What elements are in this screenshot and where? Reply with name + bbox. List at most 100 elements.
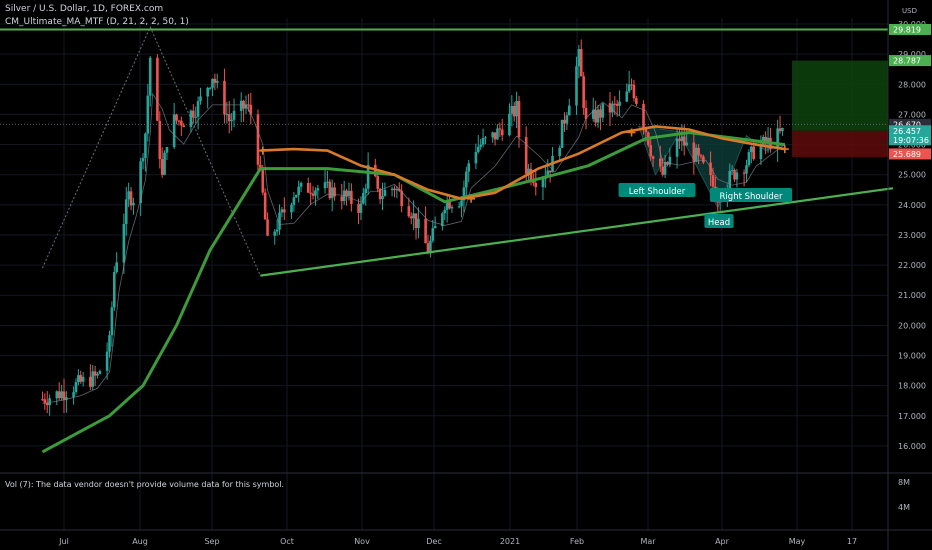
candle-body [496, 128, 499, 140]
price-marker [889, 55, 931, 67]
candle-body [441, 213, 444, 227]
candle-body [627, 84, 631, 92]
candle-body [124, 199, 128, 225]
candle-body [266, 219, 269, 236]
candle-body [306, 182, 310, 193]
indicator-lines [0, 28, 894, 454]
candle-body [493, 132, 497, 140]
candle-body [57, 391, 61, 399]
candle-body [211, 78, 214, 88]
candle-body [412, 213, 415, 219]
candle-body [675, 138, 679, 157]
candle-body [733, 169, 736, 180]
volume-tick-label: 4M [898, 503, 910, 512]
candle-body [424, 218, 427, 244]
candle-body [60, 391, 63, 399]
candle-body [407, 206, 411, 217]
candle-body [77, 375, 80, 383]
candle-body [414, 213, 418, 229]
candle-body [548, 170, 552, 173]
candle-body [314, 190, 317, 196]
candle-body [759, 144, 763, 160]
candle-body [594, 109, 597, 123]
candle-body [232, 110, 236, 120]
candle-body [208, 87, 212, 89]
candle-body [752, 146, 755, 160]
candle-body [711, 175, 715, 187]
candle-body [79, 375, 83, 382]
candle-body [529, 168, 533, 181]
candle-body [156, 57, 159, 121]
x-tick-label: Oct [280, 537, 294, 546]
candle-body [311, 193, 315, 196]
candle-body [299, 182, 303, 187]
pattern-label-bg [709, 188, 793, 202]
rising-trendline [260, 187, 894, 277]
candle-body [400, 190, 403, 207]
candle-body [256, 114, 260, 165]
candle-body [105, 351, 109, 371]
candle-body [649, 145, 653, 157]
candle-body [747, 152, 751, 166]
x-tick-label: Feb [570, 537, 584, 546]
candle-body [91, 371, 95, 387]
candle-body [591, 109, 595, 119]
y-tick-label: 25.000 [898, 171, 926, 180]
candle-body [357, 203, 360, 213]
candle-body [340, 196, 344, 202]
candle-body [196, 101, 200, 117]
candle-body [275, 229, 279, 232]
candle-body [108, 335, 111, 352]
x-tick-label: Aug [132, 537, 148, 546]
candle-body [781, 127, 784, 132]
y-tick-label: 20.000 [898, 321, 926, 330]
candle-body [323, 182, 327, 189]
x-tick-label: Apr [715, 537, 730, 546]
candle-body [180, 120, 183, 126]
candle-body [745, 165, 748, 174]
candle-body [694, 147, 698, 162]
candle-body [163, 152, 166, 175]
candle-body [476, 146, 480, 152]
ma-cross-marker [258, 146, 267, 155]
candle-body [510, 106, 514, 114]
y-tick-label: 24.000 [898, 201, 926, 210]
candle-body [41, 399, 44, 401]
candle-body [776, 128, 779, 149]
candle-body [390, 188, 394, 190]
x-tick-label: Jul [58, 537, 69, 546]
candle-body [558, 147, 562, 156]
candle-body [433, 226, 437, 229]
candle-body [96, 373, 99, 376]
candle-body [702, 156, 705, 163]
y-tick-label: 28.000 [898, 80, 926, 89]
candle-body [515, 101, 518, 117]
candle-body [227, 114, 231, 122]
price-marker-label: 25.689 [893, 150, 921, 159]
candle-body [65, 397, 68, 400]
price-marker [889, 118, 931, 130]
candle-body [192, 110, 195, 118]
candle-body [381, 195, 384, 200]
candle-body [766, 137, 770, 144]
candle-body [366, 164, 370, 189]
candle-body [448, 200, 451, 209]
price-marker [889, 23, 931, 35]
candle-body [362, 193, 365, 204]
candle-body [563, 119, 566, 124]
candle-body [247, 104, 250, 106]
candle-body [115, 262, 118, 273]
candle-body [294, 194, 298, 198]
candle-body [383, 189, 387, 196]
candle-body [431, 228, 435, 241]
x-tick-label: Dec [426, 537, 441, 546]
pattern-labels: Left Shoulder Head Right Shoulder [618, 183, 793, 228]
candle-body [524, 137, 528, 174]
candle-body [778, 128, 782, 132]
candle-body [62, 391, 66, 400]
candle-body [426, 243, 430, 254]
x-tick-label: 2021 [500, 537, 520, 546]
candle-body [742, 172, 746, 174]
